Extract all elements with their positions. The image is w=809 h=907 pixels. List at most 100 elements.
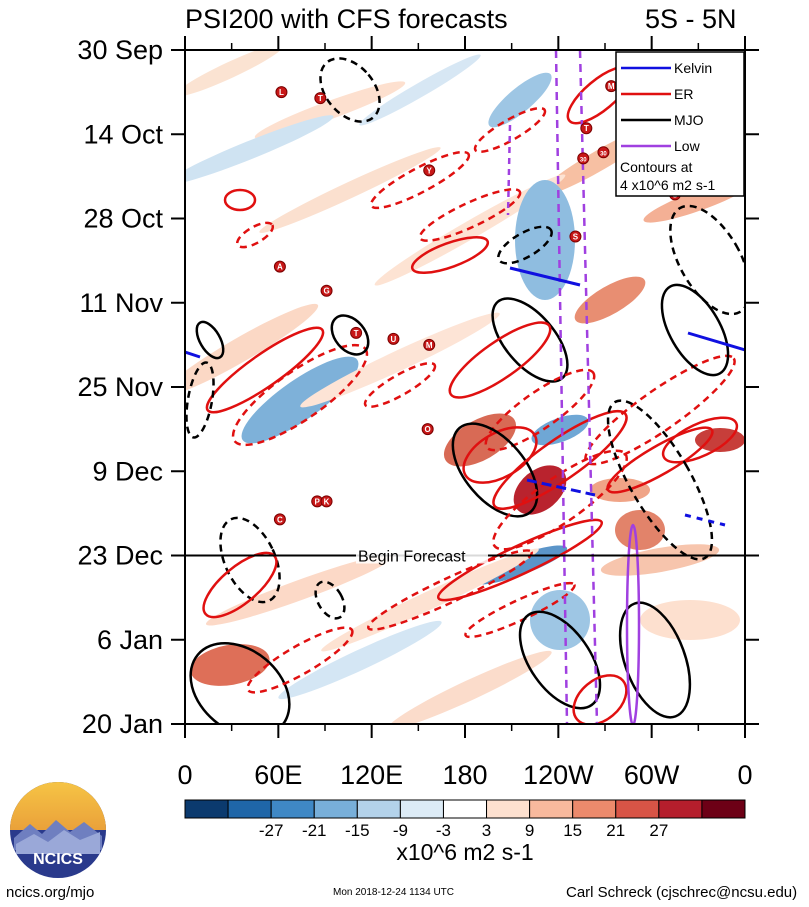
region-label: 5S - 5N [645,4,737,34]
storm-icon [350,326,363,339]
anomaly-blob [574,276,646,324]
er-contour [572,674,628,724]
axes: 30 Sep 14 Oct 28 Oct 11 Nov 25 Nov 9 Dec 23 De… [77,35,759,790]
colorbar-tick-label: 9 [525,821,534,840]
kelvin-contour [687,331,745,352]
y-tick-label: 20 Jan [82,709,163,739]
storm-icon [387,332,400,345]
x-tick-label: 0 [177,760,192,790]
kelvin-contour [526,478,596,497]
legend: Kelvin ER MJO Low Contours at 4 x10^6 m2 s-1 [615,51,745,197]
y-tick-label: 11 Nov [79,288,163,318]
legend-label: MJO [674,112,704,128]
mjo-contour [669,204,745,316]
colorbar-unit-label: x10^6 m2 s-1 [396,839,533,865]
low-contour [554,50,569,724]
mjo-contour [330,314,370,356]
colorbar-segment [227,799,272,819]
x-tick-label: 60W [624,760,680,790]
mjo-contour [606,399,714,561]
storm-label: 30 [600,151,607,157]
colorbar-segment [658,799,703,819]
colorbar-tick-label: 27 [649,821,668,840]
anomaly-blob [488,72,552,128]
er-contour [448,321,552,399]
er-contour [410,236,490,274]
anomaly-blob [388,650,552,724]
anomaly-blob [515,180,575,300]
storm-marker: S [569,230,582,243]
storm-label: P [315,497,321,506]
mjo-contour [497,225,553,265]
storm-icon [580,122,593,135]
storm-marker: M [605,80,618,93]
colorbar-segment [572,799,617,819]
storm-icon [423,164,436,177]
er-contour [606,426,714,494]
storm-icon [273,260,286,273]
storm-label: M [426,341,433,350]
storm-icon [320,284,333,297]
storm-icon [273,513,286,526]
legend-label: ER [674,86,693,102]
author-credit: Carl Schreck (cjschrec@ncsu.edu) [566,884,798,901]
er-contour [363,361,437,409]
colorbar-segment [701,799,746,819]
anomaly-blob [185,115,334,185]
x-tick-label: 120E [340,760,403,790]
storm-label: T [318,94,323,103]
storm-icon [597,146,610,159]
y-tick-label: 25 Nov [77,372,163,402]
storm-label: C [277,515,283,524]
er-contour [418,188,522,242]
colorbar-tick-label: -3 [436,821,451,840]
y-tick-label: 30 Sep [77,35,163,65]
anomaly-blob [374,174,566,286]
anomaly-blob [600,544,720,576]
storm-icon [423,338,436,351]
er-contour [246,626,354,694]
y-tick-label: 9 Dec [92,456,163,486]
storm-marker: A [273,260,286,273]
anomaly-blob [640,600,740,640]
colorbar-segment [313,799,358,819]
colorbar: -27 -21 -15 -9 -3 3 9 15 21 27 x10^6 m2 s-1 [184,799,746,865]
storm-marker: K [320,495,333,508]
storm-label: 30 [580,157,587,163]
kelvin-contour [185,350,201,359]
colorbar-segment [442,799,488,819]
storm-label: G [323,287,329,296]
colorbar-segment [486,799,531,819]
colorbar-tick-label: 3 [482,821,491,840]
x-tick-label: 60E [254,760,302,790]
anomaly-blob [443,413,517,467]
storm-marker: L [275,86,288,99]
chart-title: PSI200 with CFS forecasts [185,4,508,34]
storm-label: Y [427,166,433,175]
colorbar-segment [399,799,444,819]
site-link[interactable]: ncics.org/mjo [6,884,95,901]
storm-icon [275,86,288,99]
forecast-line: Begin Forecast [185,545,745,566]
storm-marker: G [320,284,333,297]
colorbar-tick-label: -15 [345,821,370,840]
ncics-logo: NCICS [8,780,108,880]
y-tick-label: 6 Jan [97,625,163,655]
anomaly-blob [359,54,481,126]
mjo-contour [518,610,602,710]
legend-note: 4 x10^6 m2 s-1 [620,177,715,193]
er-contour [223,188,257,212]
y-tick-label: 14 Oct [83,119,163,149]
colorbar-segment [356,799,401,819]
mjo-contour [189,641,291,724]
legend-label: Kelvin [674,60,712,76]
low-contour [506,124,512,216]
storm-label: A [277,263,283,272]
er-contour [661,416,739,464]
storm-marker: Y [423,164,436,177]
storm-label: S [573,233,579,242]
er-contour [436,518,604,602]
er-contour [205,326,325,414]
colorbar-tick-label: -21 [302,821,327,840]
anomaly-blob [259,147,441,233]
